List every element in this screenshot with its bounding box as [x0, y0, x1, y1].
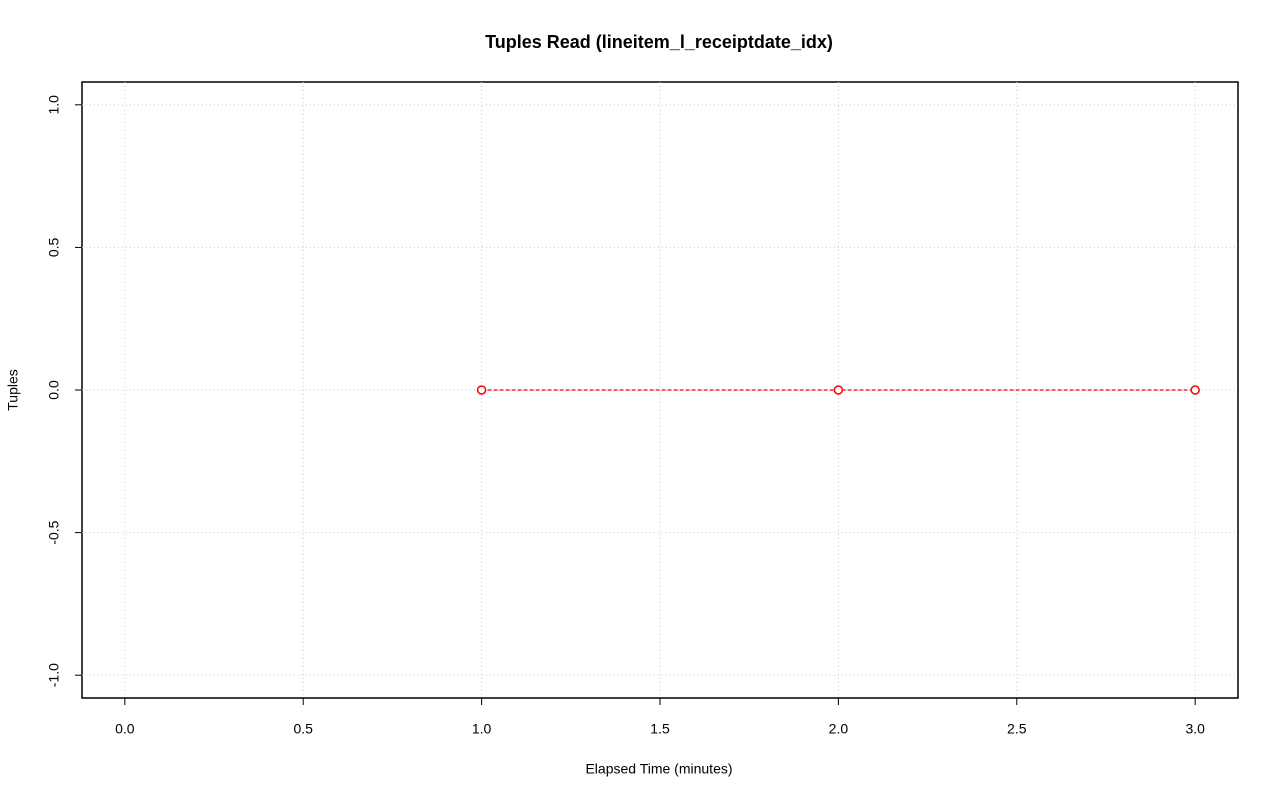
data-point [833, 385, 844, 395]
data-point [476, 385, 487, 395]
x-tick-label: 0.5 [293, 721, 313, 737]
data-point [1190, 385, 1200, 395]
x-tick-label: 1.0 [472, 721, 492, 737]
x-axis-label: Elapsed Time (minutes) [585, 761, 732, 777]
y-tick-label: 0.5 [46, 237, 62, 257]
x-tick-label: 2.0 [829, 721, 849, 737]
x-tick-label: 3.0 [1185, 721, 1205, 737]
x-tick-label: 1.5 [650, 721, 670, 737]
x-tick-label: 2.5 [1007, 721, 1027, 737]
y-axis-label: Tuples [5, 369, 21, 411]
x-tick-label: 0.0 [115, 721, 135, 737]
y-tick-label: 1.0 [46, 95, 62, 115]
chart-title: Tuples Read (lineitem_l_receiptdate_idx) [485, 32, 833, 52]
y-tick-label: -1.0 [46, 663, 62, 687]
y-tick-label: 0.0 [46, 380, 62, 400]
y-tick-label: -0.5 [46, 520, 62, 544]
